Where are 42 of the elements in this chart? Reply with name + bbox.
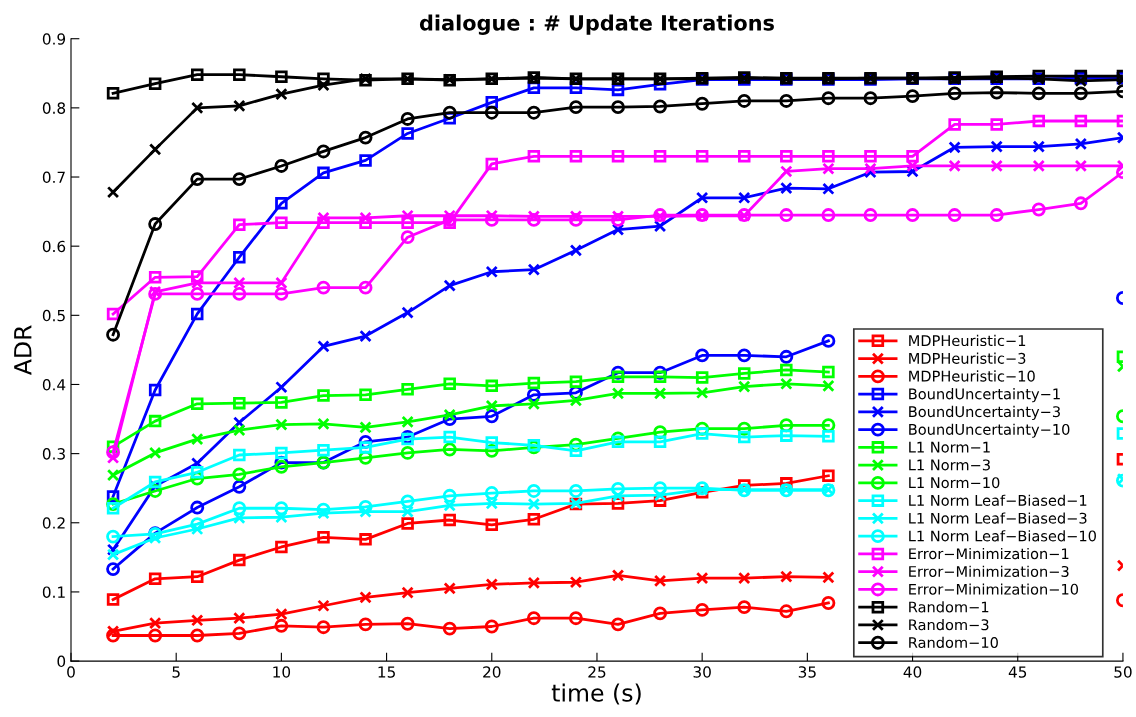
legend-label: MDPHeuristic−10 — [909, 370, 1035, 382]
y-tick-label: 0.9 — [42, 33, 66, 45]
legend-label: Random−1 — [909, 601, 989, 613]
x-tick-label: 5 — [172, 666, 180, 678]
y-tick-label: 0.7 — [42, 171, 65, 184]
y-tick-label: 0.4 — [42, 378, 66, 391]
x-tick-label: 35 — [798, 666, 816, 678]
legend-label: Error−Minimization−10 — [909, 583, 1079, 595]
chart-title: dialogue : # Update Iterations — [419, 14, 774, 35]
y-tick-label: 0.1 — [42, 586, 65, 598]
x-tick-label: 50 — [1114, 666, 1132, 678]
y-tick-label: 0.6 — [42, 240, 66, 253]
legend-label: L1 Norm Leaf−Biased−3 — [909, 512, 1087, 524]
y-tick-label: 0.8 — [42, 102, 66, 114]
x-tick-label: 10 — [273, 666, 291, 678]
legend-label: Error−Minimization−3 — [909, 565, 1069, 577]
x-tick-label: 15 — [378, 666, 395, 678]
x-axis-title: time (s) — [551, 683, 641, 705]
legend-label: L1 Norm Leaf−Biased−10 — [909, 530, 1096, 542]
legend-label: MDPHeuristic−1 — [909, 334, 1026, 347]
x-tick-label: 25 — [588, 666, 606, 678]
legend-label: MDPHeuristic−3 — [909, 352, 1026, 364]
legend-label: Random−3 — [909, 618, 989, 631]
x-tick-label: 40 — [903, 666, 922, 678]
x-tick-label: 20 — [483, 666, 501, 678]
legend-label: Error−Minimization−1 — [909, 547, 1069, 560]
x-tick-label: 0 — [67, 666, 75, 678]
legend-label: L1 Norm−1 — [909, 441, 990, 453]
y-axis-title: ADR — [14, 325, 32, 376]
legend-label: Random−10 — [909, 636, 998, 649]
y-tick-label: 0.3 — [42, 448, 65, 460]
legend-label: L1 Norm−10 — [909, 477, 1000, 489]
y-tick-label: 0.5 — [42, 309, 65, 322]
legend-label: BoundUncertainty−10 — [909, 423, 1070, 438]
legend-label: L1 Norm−3 — [909, 459, 990, 471]
y-tick-label: 0.2 — [42, 517, 65, 529]
x-tick-label: 30 — [693, 666, 711, 678]
x-tick-label: 45 — [1008, 666, 1027, 678]
y-tick-label: 0 — [57, 655, 66, 668]
legend-label: BoundUncertainty−3 — [909, 405, 1060, 420]
legend-label: L1 Norm Leaf−Biased−1 — [909, 494, 1087, 506]
legend-label: BoundUncertainty−1 — [909, 388, 1060, 403]
